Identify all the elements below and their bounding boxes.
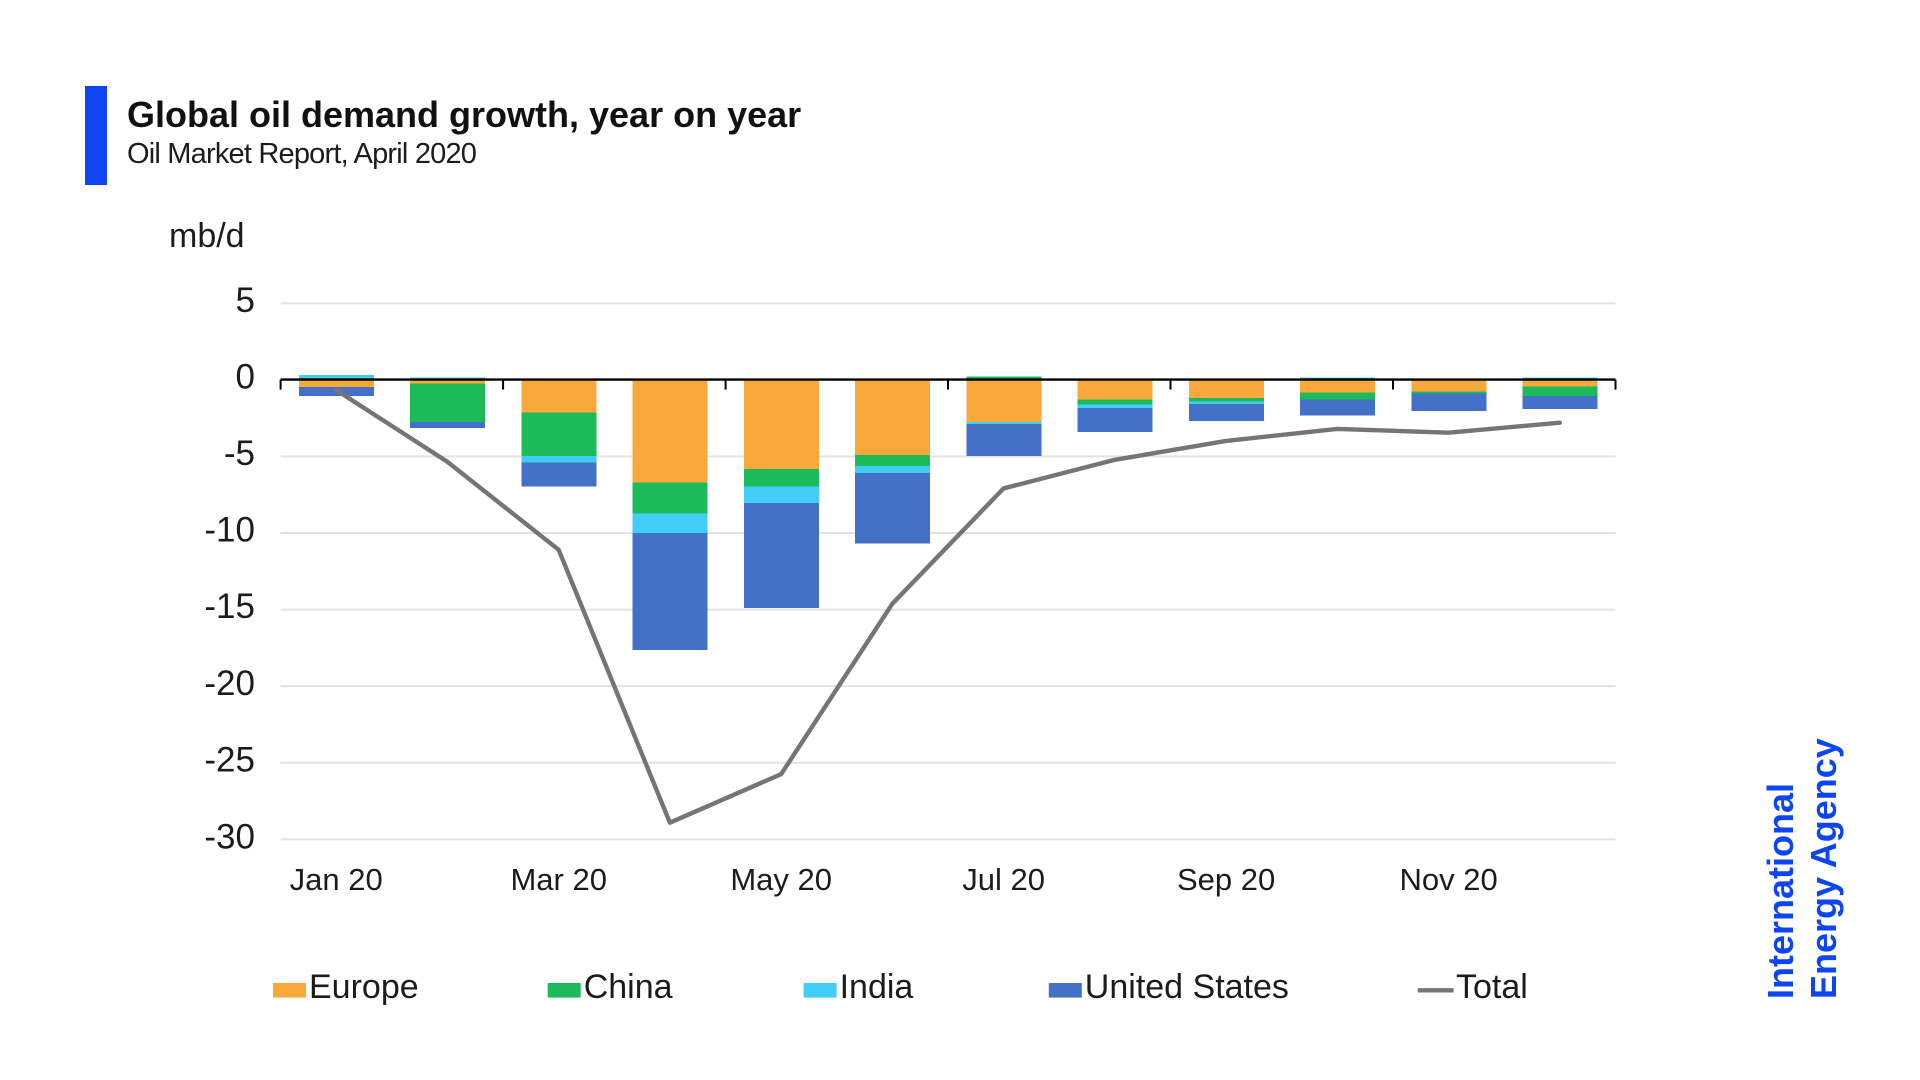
- svg-text:mb/d: mb/d: [169, 217, 245, 255]
- svg-text:-15: -15: [204, 587, 255, 626]
- svg-text:-10: -10: [204, 511, 255, 550]
- svg-text:Europe: Europe: [309, 968, 419, 1006]
- svg-text:Sep 20: Sep 20: [1177, 862, 1275, 897]
- svg-text:Total: Total: [1456, 968, 1528, 1006]
- svg-text:Energy Agency: Energy Agency: [1803, 738, 1844, 999]
- svg-text:0: 0: [236, 357, 255, 396]
- svg-text:-25: -25: [204, 740, 255, 779]
- svg-text:United States: United States: [1085, 968, 1289, 1006]
- svg-text:-30: -30: [204, 818, 255, 857]
- svg-text:Oil Market Report, April 2020: Oil Market Report, April 2020: [127, 138, 476, 170]
- svg-text:-20: -20: [204, 664, 255, 703]
- svg-text:Global oil demand growth, year: Global oil demand growth, year on year: [127, 94, 801, 135]
- svg-text:India: India: [840, 968, 914, 1006]
- svg-text:Nov 20: Nov 20: [1399, 862, 1497, 897]
- svg-text:May 20: May 20: [730, 862, 832, 897]
- svg-text:Mar 20: Mar 20: [510, 862, 606, 897]
- svg-text:International: International: [1760, 783, 1801, 999]
- svg-text:Jul 20: Jul 20: [962, 862, 1045, 897]
- svg-text:-5: -5: [224, 434, 255, 473]
- svg-text:5: 5: [236, 281, 255, 320]
- svg-text:China: China: [584, 968, 673, 1006]
- svg-text:Jan 20: Jan 20: [290, 862, 383, 897]
